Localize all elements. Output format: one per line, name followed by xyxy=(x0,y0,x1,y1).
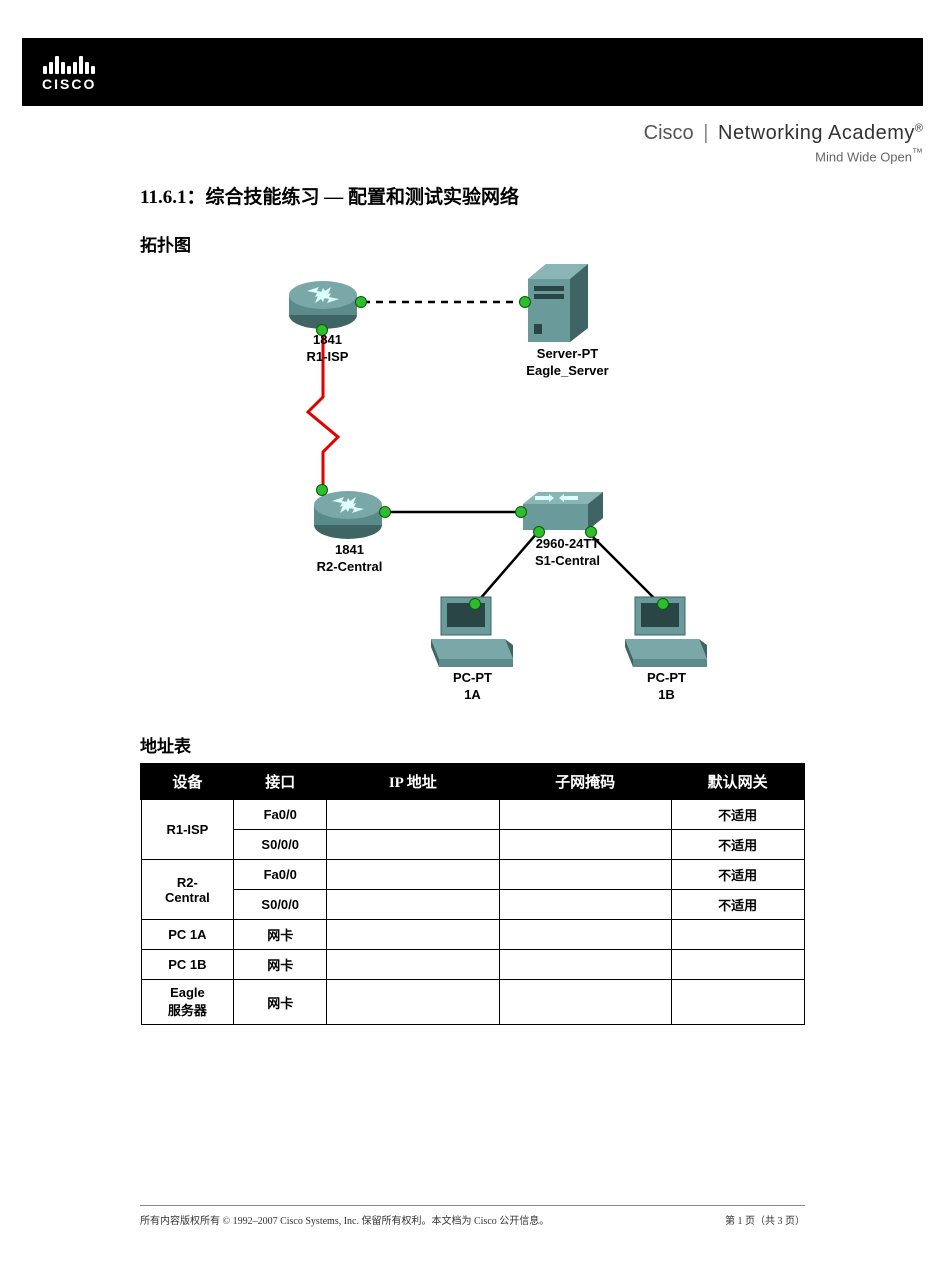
academy-sub: Mind Wide Open xyxy=(815,149,912,164)
cell-iface: 网卡 xyxy=(234,920,327,950)
topology-heading: 拓扑图 xyxy=(140,231,805,256)
cell-ip xyxy=(327,860,499,890)
port-dot xyxy=(657,598,669,610)
pca-name: 1A xyxy=(443,687,503,703)
table-row: R2-CentralFa0/0不适用 xyxy=(141,860,804,890)
table-row: S0/0/0 不适用 xyxy=(141,890,804,920)
cisco-logo: CISCO xyxy=(42,52,96,92)
port-dot xyxy=(469,598,481,610)
trademark-icon: ® xyxy=(915,122,923,134)
r2-model: 1841 xyxy=(305,542,395,558)
cell-mask xyxy=(499,860,671,890)
pcb-model: PC-PT xyxy=(637,670,697,686)
header-bar: CISCO xyxy=(22,38,923,106)
page-footer: 所有内容版权所有 © 1992–2007 Cisco Systems, Inc.… xyxy=(140,1205,805,1227)
cell-mask xyxy=(499,890,671,920)
cell-iface: Fa0/0 xyxy=(234,799,327,830)
cell-gw: 不适用 xyxy=(671,890,804,920)
table-heading: 地址表 xyxy=(140,732,805,757)
cell-gw xyxy=(671,950,804,980)
table-header: 设备 xyxy=(141,764,234,799)
cell-device: PC 1A xyxy=(141,920,234,950)
port-dot xyxy=(519,296,531,308)
cell-gw xyxy=(671,980,804,1025)
cisco-logo-bars xyxy=(43,52,95,74)
table-header: 接口 xyxy=(234,764,327,799)
topology-svg xyxy=(193,262,753,722)
cell-ip xyxy=(327,830,499,860)
cell-mask xyxy=(499,799,671,830)
table-row: R1-ISPFa0/0不适用 xyxy=(141,799,804,830)
cell-iface: 网卡 xyxy=(234,980,327,1025)
pcb-name: 1B xyxy=(637,687,697,703)
academy-na: Networking Academy xyxy=(718,122,915,144)
cell-mask xyxy=(499,920,671,950)
table-header: 默认网关 xyxy=(671,764,804,799)
table-row: PC 1A网卡 xyxy=(141,920,804,950)
cell-ip xyxy=(327,920,499,950)
table-header: IP 地址 xyxy=(327,764,499,799)
port-dot xyxy=(379,506,391,518)
cell-ip xyxy=(327,950,499,980)
table-row: PC 1B网卡 xyxy=(141,950,804,980)
cell-mask xyxy=(499,950,671,980)
r1-name: R1-ISP xyxy=(293,349,363,365)
cell-device: R2-Central xyxy=(141,860,234,920)
academy-cisco: Cisco xyxy=(644,122,694,144)
cell-device: R1-ISP xyxy=(141,799,234,860)
cell-device: Eagle服务器 xyxy=(141,980,234,1025)
content-area: 11.6.1：综合技能练习 — 配置和测试实验网络 拓扑图 xyxy=(140,182,805,1025)
footer-right: 第 1 页（共 3 页） xyxy=(725,1212,805,1227)
trademark-sub-icon: ™ xyxy=(912,147,923,159)
table-row: Eagle服务器网卡 xyxy=(141,980,804,1025)
academy-tagline: Cisco | Networking Academy® Mind Wide Op… xyxy=(0,122,923,164)
topology-diagram: 1841 R1-ISP Server-PT Eagle_Server 1841 … xyxy=(193,262,753,722)
cell-mask xyxy=(499,830,671,860)
port-dot xyxy=(316,484,328,496)
sw-name: S1-Central xyxy=(518,553,618,569)
address-table: 设备接口IP 地址子网掩码默认网关 R1-ISPFa0/0 不适用 S0/0/0 不适… xyxy=(140,763,805,1025)
cell-iface: S0/0/0 xyxy=(234,830,327,860)
cell-iface: S0/0/0 xyxy=(234,890,327,920)
cisco-logo-text: CISCO xyxy=(42,76,96,92)
cell-iface: 网卡 xyxy=(234,950,327,980)
cell-iface: Fa0/0 xyxy=(234,860,327,890)
sw-model: 2960-24TT xyxy=(518,536,618,552)
cell-ip xyxy=(327,890,499,920)
cell-device: PC 1B xyxy=(141,950,234,980)
r1-model: 1841 xyxy=(293,332,363,348)
pca-model: PC-PT xyxy=(443,670,503,686)
page-title: 11.6.1：综合技能练习 — 配置和测试实验网络 xyxy=(140,182,805,209)
cell-gw: 不适用 xyxy=(671,860,804,890)
cell-mask xyxy=(499,980,671,1025)
cell-gw: 不适用 xyxy=(671,799,804,830)
server-name: Eagle_Server xyxy=(513,363,623,379)
port-dot xyxy=(355,296,367,308)
cell-gw: 不适用 xyxy=(671,830,804,860)
cell-gw xyxy=(671,920,804,950)
r2-name: R2-Central xyxy=(305,559,395,575)
server-model: Server-PT xyxy=(513,346,623,362)
cell-ip xyxy=(327,799,499,830)
port-dot xyxy=(515,506,527,518)
academy-sep: | xyxy=(703,122,708,144)
footer-left: 所有内容版权所有 © 1992–2007 Cisco Systems, Inc.… xyxy=(140,1212,549,1227)
table-header: 子网掩码 xyxy=(499,764,671,799)
cell-ip xyxy=(327,980,499,1025)
table-row: S0/0/0 不适用 xyxy=(141,830,804,860)
